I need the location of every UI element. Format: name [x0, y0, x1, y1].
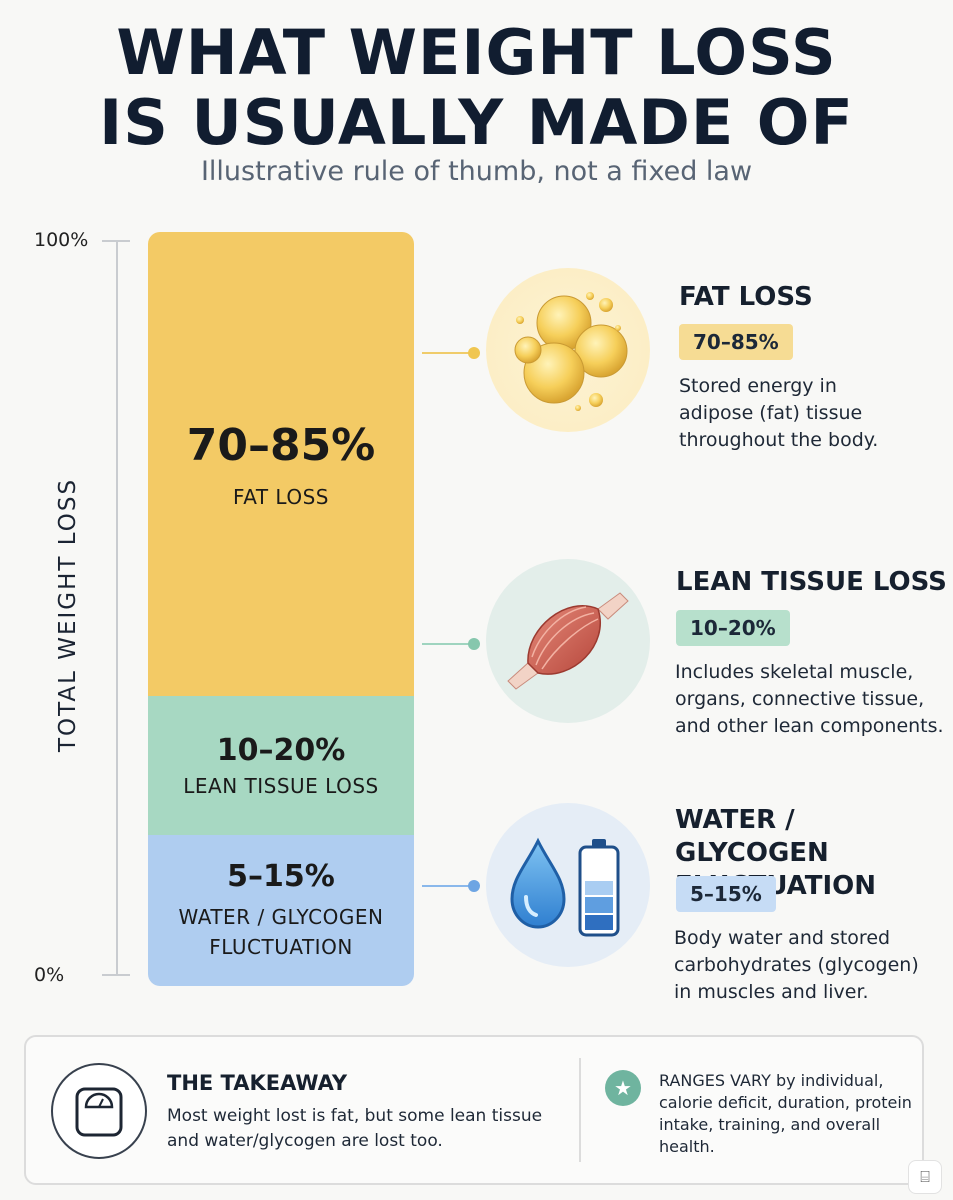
water-glycogen-description: Body water and stored carbohydrates (gly… [674, 927, 919, 1003]
y-tick-bottom [102, 974, 130, 976]
stacked-bar: 70–85% FAT LOSS 10–20% LEAN TISSUE LOSS … [148, 232, 414, 986]
muscle-icon [486, 559, 650, 723]
y-tick-label-top: 100% [34, 229, 89, 251]
connector-lean [422, 638, 480, 650]
text-scan-icon[interactable]: ⌸ [908, 1160, 942, 1194]
connector-fat [422, 347, 480, 359]
bar-segment-water-label-1: WATER / GLYCOGEN [178, 905, 384, 929]
fat-loss-description: Stored energy in adipose (fat) tissue th… [679, 375, 879, 451]
page-title-line-1: WHAT WEIGHT LOSS [116, 16, 837, 89]
water-glycogen-badge: 5–15% [676, 876, 776, 912]
scale-icon [51, 1063, 147, 1159]
bar-segment-fat-value: 70–85% [186, 419, 376, 471]
bar-segment-water-value: 5–15% [227, 859, 335, 894]
star-icon: ★ [605, 1070, 641, 1106]
bar-segment-fat-label: FAT LOSS [233, 484, 329, 509]
takeaway-text: Most weight lost is fat, but some lean t… [167, 1106, 543, 1151]
bar-segment-water-label-2: FLUCTUATION [209, 935, 353, 959]
bar-segment-lean: 10–20% LEAN TISSUE LOSS [148, 696, 414, 835]
takeaway-divider [579, 1058, 581, 1162]
page-subtitle: Illustrative rule of thumb, not a fixed … [200, 156, 753, 187]
connector-water [422, 880, 480, 892]
y-tick-top [102, 240, 130, 242]
ranges-note: RANGES VARY by individual, calorie defic… [659, 1071, 912, 1156]
fat-cells-icon [486, 268, 650, 432]
lean-tissue-description: Includes skeletal muscle, organs, connec… [675, 661, 944, 737]
y-axis-line [116, 240, 118, 975]
lean-tissue-badge: 10–20% [676, 610, 790, 646]
page-title-line-2: IS USUALLY MADE OF [99, 86, 854, 159]
water-drop-battery-icon [486, 803, 650, 967]
lean-tissue-title: LEAN TISSUE LOSS [676, 567, 947, 597]
fat-loss-title: FAT LOSS [679, 282, 813, 312]
y-tick-label-bottom: 0% [34, 964, 65, 986]
bar-segment-fat: 70–85% FAT LOSS [148, 232, 414, 696]
bar-segment-water: 5–15% WATER / GLYCOGEN FLUCTUATION [148, 835, 414, 986]
takeaway-title: THE TAKEAWAY [167, 1071, 348, 1095]
bar-segment-lean-label: LEAN TISSUE LOSS [183, 774, 379, 798]
bar-segment-lean-value: 10–20% [216, 733, 346, 768]
takeaway-panel [24, 1035, 924, 1185]
fat-loss-badge: 70–85% [679, 324, 793, 360]
